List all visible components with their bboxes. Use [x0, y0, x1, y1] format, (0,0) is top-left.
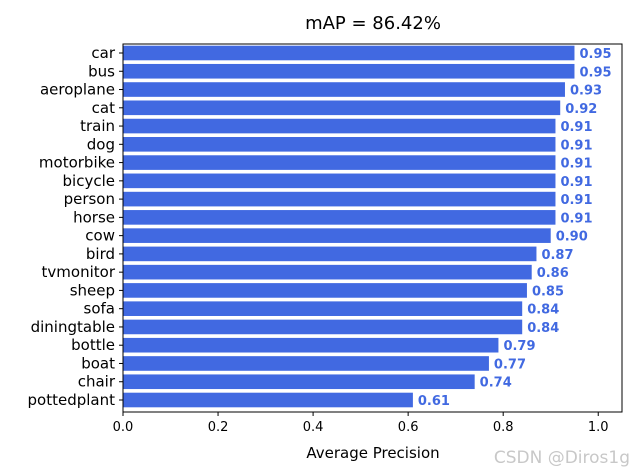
watermark: CSDN @Diros1g: [493, 448, 630, 468]
value-label-aeroplane: 0.93: [570, 84, 602, 99]
bar-chair: [123, 374, 475, 390]
value-label-cow: 0.90: [556, 230, 588, 245]
bar-dog: [123, 137, 556, 152]
value-label-sofa: 0.84: [527, 303, 559, 318]
value-label-bicycle: 0.91: [560, 175, 592, 190]
x-tick-label: 0.0: [113, 420, 134, 435]
category-labels: carbusaeroplanecattraindogmotorbikebicyc…: [28, 44, 123, 409]
value-label-bird: 0.87: [541, 248, 573, 263]
category-label-train: train: [80, 117, 115, 135]
category-label-bicycle: bicycle: [63, 172, 115, 190]
bar-pottedplant: [123, 392, 413, 408]
bar-cat: [123, 100, 561, 116]
category-label-bus: bus: [88, 62, 115, 80]
value-label-motorbike: 0.91: [560, 157, 592, 172]
value-label-person: 0.91: [560, 193, 592, 208]
category-label-tvmonitor: tvmonitor: [42, 263, 116, 281]
category-label-sheep: sheep: [70, 281, 115, 299]
bar-tvmonitor: [123, 264, 532, 280]
value-label-dog: 0.91: [560, 138, 592, 153]
value-label-diningtable: 0.84: [527, 321, 559, 336]
bar-cow: [123, 228, 551, 243]
bar-person: [123, 191, 556, 207]
category-label-dog: dog: [87, 135, 115, 153]
x-axis-label: Average Precision: [306, 444, 439, 462]
category-label-bird: bird: [86, 245, 115, 263]
bar-car: [123, 45, 575, 61]
bar-horse: [123, 210, 556, 225]
bar-bird: [123, 246, 537, 262]
value-labels: 0.95 0.95 0.93 0.92 0.91 0.91 0.91 0.91 0.91 0.91…: [418, 47, 612, 409]
value-label-sheep: 0.85: [532, 284, 564, 299]
category-label-cow: cow: [85, 227, 115, 245]
value-label-bottle: 0.79: [503, 339, 535, 354]
category-label-pottedplant: pottedplant: [28, 391, 116, 409]
category-label-bottle: bottle: [71, 336, 115, 354]
category-label-motorbike: motorbike: [39, 154, 115, 172]
value-label-cat: 0.92: [565, 102, 597, 117]
bar-diningtable: [123, 319, 523, 335]
bar-bicycle: [123, 173, 556, 189]
value-label-tvmonitor: 0.86: [537, 266, 569, 281]
bar-boat: [123, 356, 489, 371]
x-tick-label: 0.8: [493, 420, 514, 435]
plot-frame: [122, 43, 623, 413]
value-label-horse: 0.91: [560, 211, 592, 226]
x-ticks: 0.0 0.2 0.4 0.6 0.8 1.0: [113, 412, 609, 435]
value-label-bus: 0.95: [579, 65, 611, 80]
bar-bus: [123, 63, 575, 79]
category-label-sofa: sofa: [84, 300, 115, 318]
bar-bottle: [123, 337, 499, 353]
category-label-person: person: [64, 190, 115, 208]
category-label-horse: horse: [73, 208, 115, 226]
category-label-chair: chair: [78, 373, 116, 391]
x-tick-label: 0.2: [208, 420, 229, 435]
category-label-car: car: [91, 44, 115, 62]
category-label-aeroplane: aeroplane: [40, 81, 115, 99]
chart-title: mAP = 86.42%: [305, 13, 441, 34]
value-label-car: 0.95: [579, 47, 611, 62]
x-tick-label: 1.0: [588, 420, 609, 435]
value-label-chair: 0.74: [480, 376, 512, 391]
value-label-pottedplant: 0.61: [418, 394, 450, 409]
bar-motorbike: [123, 155, 556, 170]
bar-sofa: [123, 301, 523, 316]
bar-aeroplane: [123, 82, 565, 97]
bars-group: [123, 45, 575, 408]
bar-sheep: [123, 283, 527, 298]
category-label-boat: boat: [81, 354, 115, 372]
x-tick-label: 0.6: [398, 420, 419, 435]
value-label-train: 0.91: [560, 120, 592, 135]
category-label-diningtable: diningtable: [31, 318, 115, 336]
x-tick-label: 0.4: [303, 420, 324, 435]
bar-train: [123, 118, 556, 134]
value-label-boat: 0.77: [494, 357, 526, 372]
category-label-cat: cat: [92, 99, 115, 117]
